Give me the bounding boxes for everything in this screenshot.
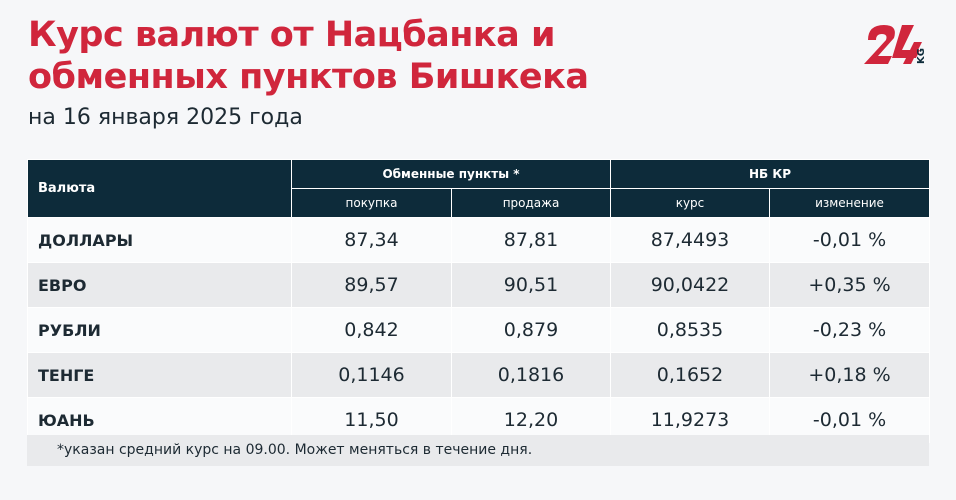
cell-name: ТЕНГЕ (27, 352, 292, 398)
change-header: изменение (768, 188, 931, 218)
cell-rate: 0,1652 (610, 352, 770, 398)
cell-name: РУБЛИ (27, 307, 292, 353)
buy-header: покупка (291, 188, 452, 218)
nbkr-header: НБ КР (609, 159, 931, 189)
page-title: Курс валют от Нацбанка и обменных пунктов… (28, 15, 589, 97)
cell-change: -0,23 % (768, 307, 931, 353)
currency-header: Валюта (27, 159, 292, 218)
cell-change: -0,01 % (768, 217, 931, 263)
table-row: ДОЛЛАРЫ 87,34 87,81 87,4493 -0,01 % (27, 217, 931, 263)
cell-sell: 90,51 (451, 262, 611, 308)
cell-buy: 87,34 (291, 217, 452, 263)
cell-change: +0,18 % (768, 352, 931, 398)
cell-sell: 0,1816 (451, 352, 611, 398)
cell-name: ЕВРО (27, 262, 292, 308)
cell-rate: 90,0422 (610, 262, 770, 308)
cell-buy: 89,57 (291, 262, 452, 308)
date-subtitle: на 16 января 2025 года (28, 105, 303, 130)
cell-name: ДОЛЛАРЫ (27, 217, 292, 263)
cell-buy: 0,842 (291, 307, 452, 353)
rate-header: курс (610, 188, 770, 218)
svg-text:KG: KG (916, 48, 927, 64)
table-row: РУБЛИ 0,842 0,879 0,8535 -0,23 % (27, 307, 931, 353)
24kg-logo: KG (864, 25, 927, 64)
footnote: *указан средний курс на 09.00. Может мен… (27, 435, 929, 466)
cell-change: +0,35 % (768, 262, 931, 308)
cell-sell: 87,81 (451, 217, 611, 263)
cell-rate: 87,4493 (610, 217, 770, 263)
currency-table: Валюта Обменные пункты * НБ КР покупка п… (27, 159, 931, 443)
exchange-header: Обменные пункты * (291, 159, 611, 189)
sell-header: продажа (451, 188, 611, 218)
table-row: ЕВРО 89,57 90,51 90,0422 +0,35 % (27, 262, 931, 308)
cell-sell: 0,879 (451, 307, 611, 353)
cell-buy: 0,1146 (291, 352, 452, 398)
table-row: ТЕНГЕ 0,1146 0,1816 0,1652 +0,18 % (27, 352, 931, 398)
cell-rate: 0,8535 (610, 307, 770, 353)
